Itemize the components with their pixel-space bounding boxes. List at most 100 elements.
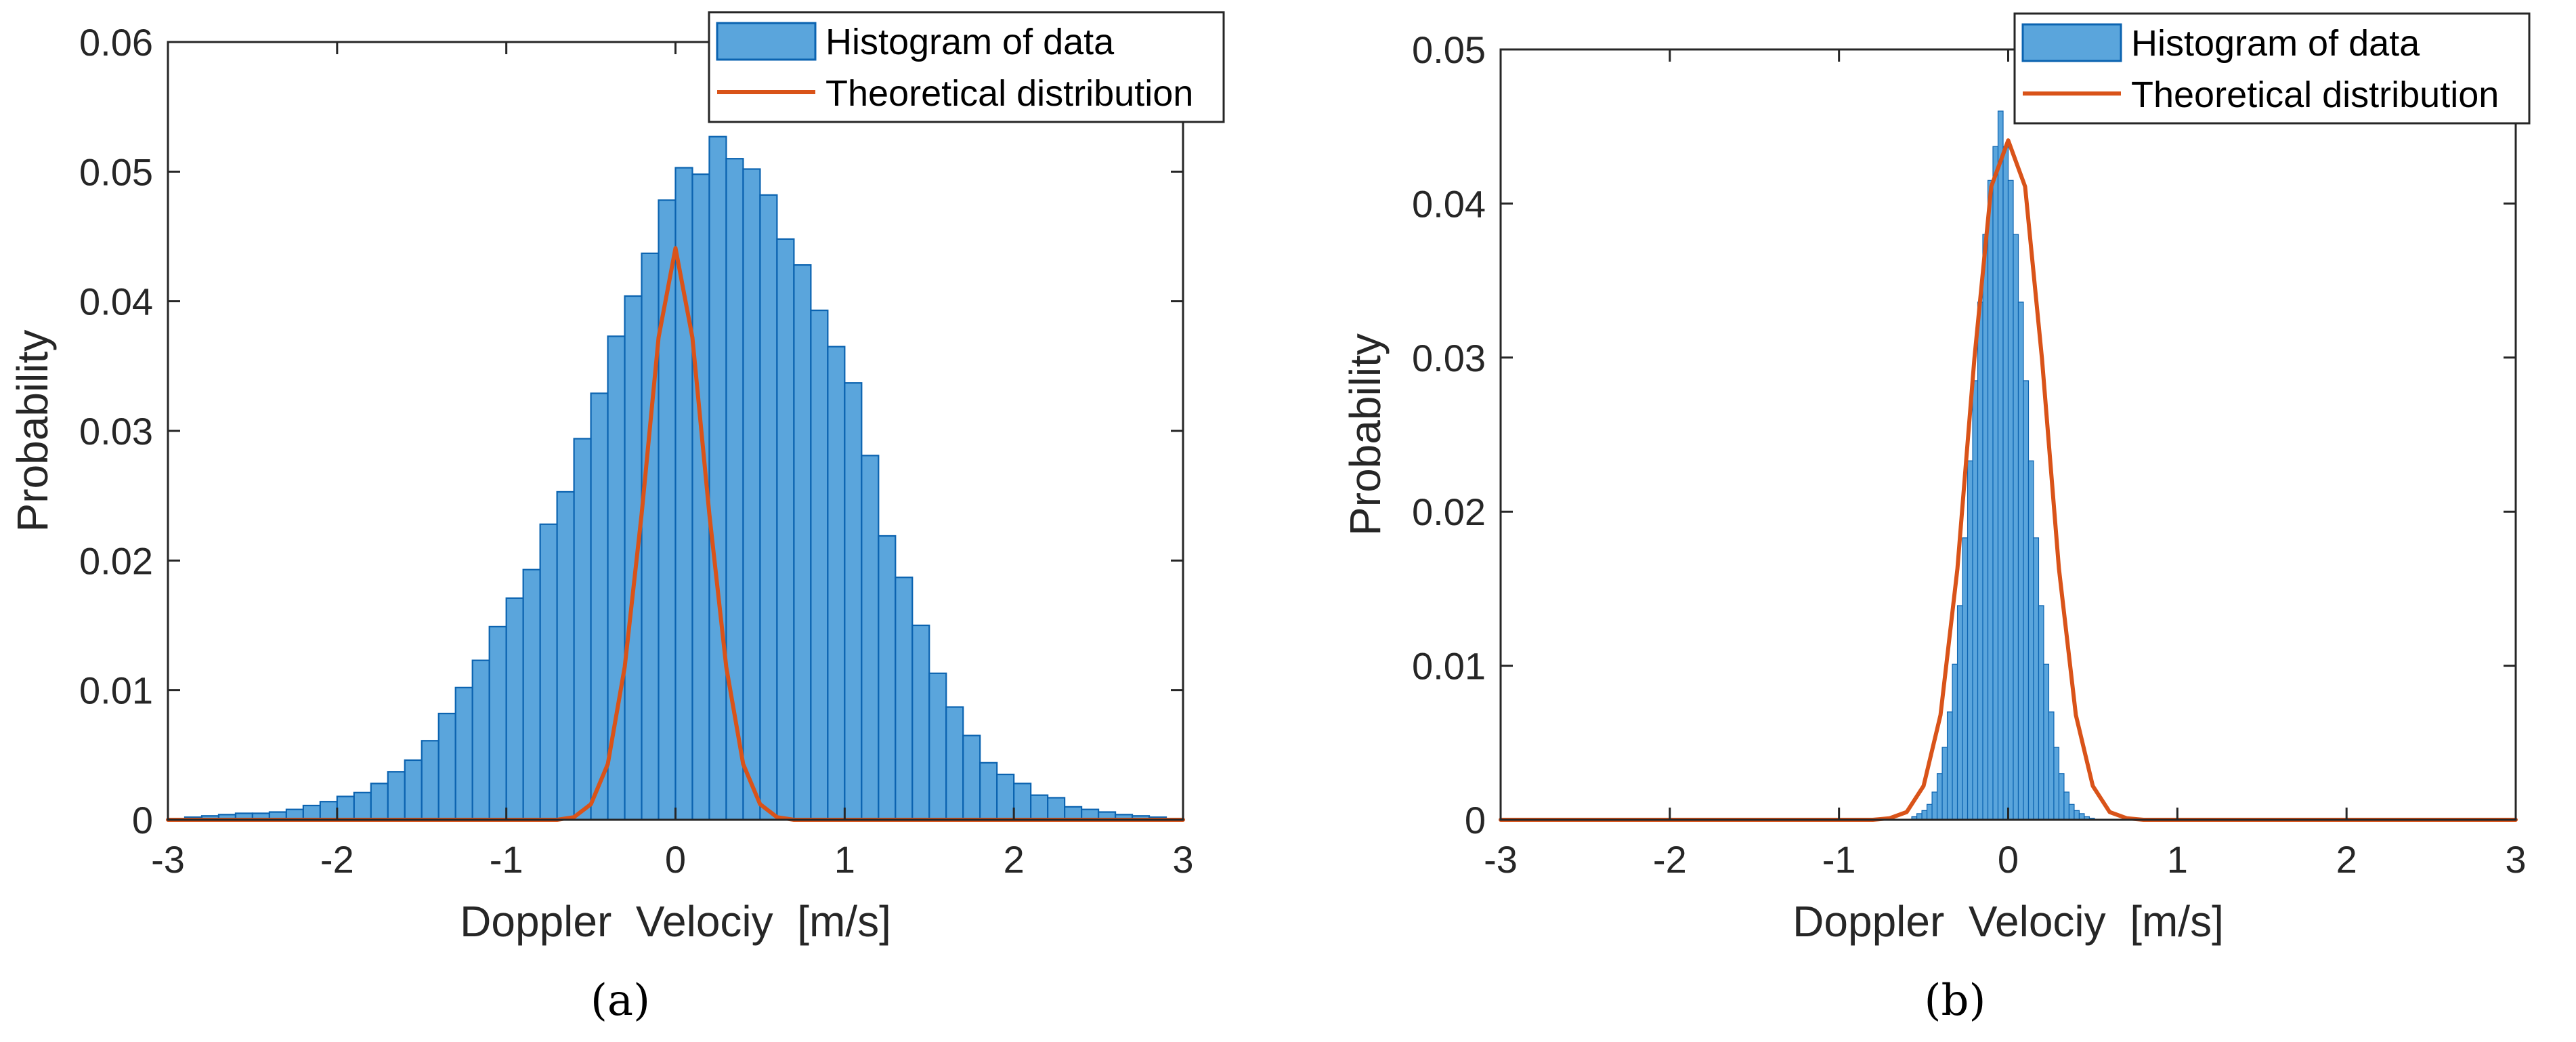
panel-b-xtick-label: 2 xyxy=(2336,838,2357,881)
panel-a-histogram-bar xyxy=(1013,783,1032,821)
panel-a-histogram-bar xyxy=(1047,797,1066,821)
panel-a-histogram-bar xyxy=(928,672,947,821)
panel-b-histogram-bar xyxy=(1931,791,1938,820)
panel-a-histogram-bar xyxy=(895,577,914,821)
panel-b-histogram-bar xyxy=(1982,234,1989,820)
panel-a-label: (a) xyxy=(590,976,651,1026)
panel-b-histogram-bar xyxy=(2043,663,2050,820)
panel-b-histogram-bar xyxy=(2068,804,2075,820)
panel-a-histogram-bar xyxy=(336,795,355,821)
panel-b-histogram-bar xyxy=(1962,537,1969,820)
panel-a-legend-histogram-label: Histogram of data xyxy=(825,22,1115,62)
panel-b-legend-line-label: Theoretical distribution xyxy=(2131,75,2499,115)
panel-a-xtick-label: -1 xyxy=(490,838,523,881)
panel-a-histogram-bar xyxy=(437,713,456,821)
panel-a-ytick-label: 0.03 xyxy=(79,410,153,453)
panel-b-histogram-bar xyxy=(1921,810,1928,820)
panel-a-histogram-bar xyxy=(861,455,880,821)
panel-a-histogram-bar xyxy=(844,382,863,821)
panel-b-legend-histogram-swatch xyxy=(2021,23,2122,62)
panel-a-histogram-bar xyxy=(878,535,897,821)
panel-b-histogram-bar xyxy=(2027,460,2034,820)
panel-a-ytick-label: 0.04 xyxy=(79,280,153,323)
panel-b-histogram-bar xyxy=(1967,460,1973,820)
panel-a-ylabel: Probability xyxy=(8,330,57,533)
panel-a-legend-line-label: Theoretical distribution xyxy=(825,73,1193,114)
panel-a-histogram-bar xyxy=(505,597,524,821)
panel-a-chart: -3 -2 -1 0 1 2 3 0 0.01 0.02 0.03 0.04 0.05 0.06 Doppl… xyxy=(8,11,1225,946)
panel-a-histogram-bar xyxy=(776,238,795,821)
panel-a-xtick-label: 1 xyxy=(834,838,855,881)
panel-a-histogram-bar xyxy=(674,167,693,821)
panel-b-histogram-bar xyxy=(1977,301,1983,820)
panel-b-histogram-bar xyxy=(2002,146,2009,820)
panel-a-xtick-label: -2 xyxy=(320,838,354,881)
panel-a-histogram-bar xyxy=(996,773,1015,821)
panel-a-histogram-bar xyxy=(539,523,558,821)
panel-a-histogram-bar xyxy=(370,783,389,821)
panel-a-xtick-label: 2 xyxy=(1004,838,1025,881)
panel-a-histogram-bar xyxy=(624,295,643,821)
panel-b-chart: -3 -2 -1 0 1 2 3 0 0.01 0.02 0.03 0.04 0.05 Doppler V… xyxy=(1341,12,2531,946)
panel-b-ytick-label: 0.03 xyxy=(1412,337,1486,379)
panel-b-theoretical-line xyxy=(1499,138,2518,822)
panel-a-ytick-label: 0 xyxy=(132,799,153,841)
panel-b-ylabel: Probability xyxy=(1341,333,1390,536)
panel-a-histogram-bar xyxy=(708,136,727,821)
panel-a-histogram-bar xyxy=(556,491,575,821)
panel-b-ytick-label: 0.04 xyxy=(1412,182,1486,225)
panel-a-histogram-bar xyxy=(945,706,964,821)
panel-b-xlabel: Doppler Velociy [m/s] xyxy=(1793,897,2224,946)
panel-a-histogram-bar xyxy=(522,568,541,821)
panel-a-histogram-bar xyxy=(573,438,592,821)
panel-b-xtick-label: -3 xyxy=(1484,838,1518,881)
panel-b-legend-histogram-label: Histogram of data xyxy=(2131,23,2420,64)
panel-a-histogram-bar xyxy=(979,762,998,821)
panel-b-histogram-bar xyxy=(2007,180,2014,820)
panel-b-ytick-label: 0.05 xyxy=(1412,28,1486,71)
panel-a-ytick-label: 0.01 xyxy=(79,669,153,712)
panel-a-xtick-label: 3 xyxy=(1172,838,1193,881)
panel-a-xtick-label: -3 xyxy=(151,838,185,881)
panel-b-xtick-label: 3 xyxy=(2505,838,2526,881)
panel-a-ytick-label: 0.05 xyxy=(79,150,153,193)
panel-a-histogram-bar xyxy=(387,771,406,821)
panel-a-histogram xyxy=(184,136,1184,821)
panel-b-histogram-bar xyxy=(2053,747,2060,820)
panel-a-histogram-bar xyxy=(590,392,609,821)
panel-b-histogram-bar xyxy=(1926,804,1933,820)
panel-b-histogram-bar xyxy=(1936,773,1943,820)
panel-b-ytick-label: 0.02 xyxy=(1412,491,1486,533)
panel-b-ytick-label: 0 xyxy=(1465,799,1486,841)
panel-a-histogram-bar xyxy=(302,804,321,821)
panel-b-histogram-bar xyxy=(2074,810,2080,820)
panel-b-histogram-bar xyxy=(2038,605,2044,820)
panel-b-histogram-bar xyxy=(1997,110,2004,820)
panel-a-histogram-bar xyxy=(793,264,812,821)
panel-b-histogram-bar xyxy=(2063,791,2070,820)
panel-a-ytick-label: 0.02 xyxy=(79,539,153,582)
panel-b-histogram-bar xyxy=(1956,605,1963,820)
panel-b-histogram-bar xyxy=(2017,301,2024,820)
panel-b-histogram-bar xyxy=(1992,146,1999,820)
panel-a-histogram-bar xyxy=(759,194,778,821)
panel-a-histogram-bar xyxy=(911,624,930,821)
panel-a-histogram-bar xyxy=(454,686,473,821)
panel-a-histogram-bar xyxy=(810,309,829,821)
panel-a-histogram-bar xyxy=(488,625,507,821)
panel-a-xlabel: Doppler Velociy [m/s] xyxy=(460,897,891,946)
panel-a-xtick-label: 0 xyxy=(665,838,686,881)
panel-a-histogram-bar xyxy=(742,168,761,821)
panel-b-histogram-bar xyxy=(1952,663,1958,820)
panel-a-histogram-bar xyxy=(404,759,423,821)
panel-b-histogram-bar xyxy=(2013,234,2019,820)
panel-b-ytick-label: 0.01 xyxy=(1412,645,1486,688)
panel-a-histogram-bar xyxy=(1030,794,1049,821)
panel-b-xtick-label: -2 xyxy=(1653,838,1687,881)
panel-b-histogram-bar xyxy=(1946,711,1953,820)
panel-b-histogram-bar xyxy=(1972,380,1979,820)
panel-a-theoretical-line xyxy=(166,246,1185,822)
panel-b-histogram-bar xyxy=(1941,747,1948,820)
panel-a-histogram-bar xyxy=(962,734,981,821)
